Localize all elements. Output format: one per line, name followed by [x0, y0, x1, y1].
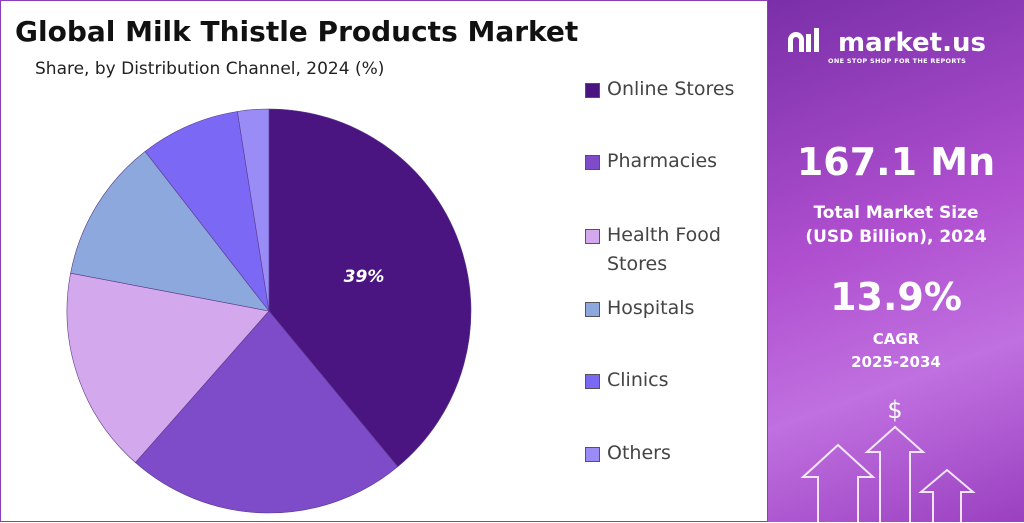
decor: $	[788, 28, 976, 522]
cagr-label: CAGR	[872, 330, 920, 348]
cagr-period: 2025-2034	[851, 353, 941, 371]
logo-icon	[788, 28, 819, 52]
pie-slice	[237, 108, 270, 312]
chart-panel: Global Milk Thistle Products Market Shar…	[0, 0, 768, 522]
legend-label: Others	[607, 442, 671, 464]
market-size: 167.1 Mn	[796, 140, 996, 184]
legend-item: Pharmacies	[585, 147, 757, 176]
pie-chart: 39%	[66, 108, 472, 514]
legend-item: Online Stores	[585, 75, 757, 104]
legend-item: Others	[585, 439, 757, 468]
market-size-label: Total Market Size	[813, 203, 979, 223]
market-size-label: (USD Billion), 2024	[805, 227, 987, 247]
legend-item: Clinics	[585, 366, 757, 395]
chart-title: Global Milk Thistle Products Market	[15, 15, 579, 48]
arrows	[800, 425, 976, 522]
brand: market.us	[838, 28, 986, 58]
legend-label: Clinics	[607, 369, 669, 391]
legend-item: Hospitals	[585, 294, 757, 323]
info-panel: $ market.us ONE STOP SHOP FOR THE REPORT…	[768, 0, 1024, 522]
chart-subtitle: Share, by Distribution Channel, 2024 (%)	[35, 59, 385, 79]
data-label: 39%	[344, 267, 385, 287]
pie-slice	[144, 111, 270, 312]
legend-swatch	[585, 374, 600, 389]
pie-slice	[70, 150, 270, 312]
pie-slice	[134, 310, 399, 514]
pie-slice	[268, 108, 472, 468]
legend-label: Hospitals	[607, 297, 695, 319]
legend-swatch	[585, 447, 600, 462]
legend-label: Pharmacies	[607, 150, 718, 172]
pie-slice	[66, 272, 270, 463]
legend-label: Health Food Stores	[607, 224, 721, 275]
dollar-icon: $	[887, 396, 902, 424]
tagline: ONE STOP SHOP FOR THE REPORTS	[828, 57, 967, 65]
legend-swatch	[585, 155, 600, 170]
legend-swatch	[585, 302, 600, 317]
legend-label: Online Stores	[607, 78, 735, 100]
legend-item: Health Food Stores	[585, 221, 757, 279]
cagr: 13.9%	[830, 275, 962, 319]
legend-swatch	[585, 83, 600, 98]
legend-swatch	[585, 229, 600, 244]
